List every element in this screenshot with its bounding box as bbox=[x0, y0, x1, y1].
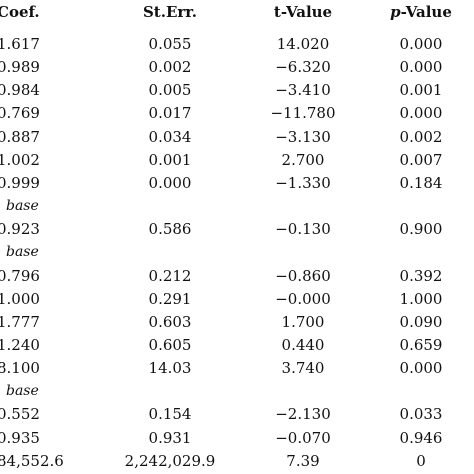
header-cell: t-Value bbox=[273, 3, 333, 21]
table-cell: 2,242,029.9 bbox=[124, 451, 216, 470]
table-cell: 0.000 bbox=[399, 359, 443, 378]
table-cell: 0.184 bbox=[399, 173, 443, 192]
table-cell: 0.000 bbox=[399, 35, 443, 53]
table-cell: 0.946 bbox=[399, 428, 443, 447]
table-cell: 0.017 bbox=[148, 104, 192, 123]
table-cell: −0.070 bbox=[275, 428, 331, 447]
table-cell: 0.887 bbox=[0, 127, 40, 146]
table-cell: 0.154 bbox=[148, 405, 192, 424]
table-cell: 0 bbox=[416, 451, 426, 470]
table-cell: 8.100 bbox=[0, 359, 40, 378]
table-cell: 1.777 bbox=[0, 312, 40, 331]
base-label: base bbox=[6, 244, 39, 261]
table-cell: 0.923 bbox=[0, 220, 40, 239]
table-cell: −1.330 bbox=[275, 173, 331, 192]
table-cell: 1.617 bbox=[0, 35, 40, 53]
table-cell: −0.860 bbox=[275, 266, 331, 285]
table-cell: 0.984 bbox=[0, 81, 40, 100]
table-cell: 3.740 bbox=[281, 359, 325, 378]
table-cell: 0.291 bbox=[148, 289, 192, 308]
table-cell: 0.002 bbox=[399, 127, 443, 146]
table-cell: 14.03 bbox=[148, 359, 192, 378]
table-cell: −11.780 bbox=[270, 104, 336, 123]
table-cell: 0.090 bbox=[399, 312, 443, 331]
table-cell: 0.000 bbox=[399, 104, 443, 123]
header-cell: St.Err. bbox=[142, 3, 198, 21]
table-cell: 0.605 bbox=[148, 335, 192, 354]
table-cell: 0.001 bbox=[399, 81, 443, 100]
table-cell: 1.240 bbox=[0, 335, 40, 354]
table-cell: 1.002 bbox=[0, 150, 40, 169]
base-label: base bbox=[6, 198, 39, 215]
table-cell: 0.000 bbox=[399, 58, 443, 77]
table-cell: 1.700 bbox=[281, 312, 325, 331]
table-cell: 0.659 bbox=[399, 335, 443, 354]
table-cell: −3.130 bbox=[275, 127, 331, 146]
table-cell: 14.020 bbox=[276, 35, 330, 53]
table-cell: −6.320 bbox=[275, 58, 331, 77]
table-cell: −2.130 bbox=[275, 405, 331, 424]
table-cell: 0.002 bbox=[148, 58, 192, 77]
table-cell: 1.000 bbox=[0, 289, 40, 308]
table-cell: 0.900 bbox=[399, 220, 443, 239]
header-text: -Value bbox=[400, 3, 452, 21]
table-cell: 84,552.6 bbox=[0, 451, 64, 470]
table-cell: −3.410 bbox=[275, 81, 331, 100]
header-cell: p-Value bbox=[390, 2, 452, 22]
table-cell: 0.007 bbox=[399, 150, 443, 169]
table-cell: 0.005 bbox=[148, 81, 192, 100]
table-cell: 0.055 bbox=[148, 35, 192, 53]
table-cell: 0.796 bbox=[0, 266, 40, 285]
table-cell: 0.769 bbox=[0, 104, 40, 123]
table-cell: 0.001 bbox=[148, 150, 192, 169]
table-cell: 0.000 bbox=[148, 173, 192, 192]
table-cell: 0.586 bbox=[148, 220, 192, 239]
header-cell: Coef. bbox=[0, 3, 40, 21]
table-cell: 0.989 bbox=[0, 58, 40, 77]
table-cell: 0.440 bbox=[281, 335, 325, 354]
table-cell: 0.931 bbox=[148, 428, 192, 447]
table-cell: −0.000 bbox=[275, 289, 331, 308]
table-cell: 0.392 bbox=[399, 266, 443, 285]
table-cell: 0.935 bbox=[0, 428, 40, 447]
table-cell: 0.033 bbox=[399, 405, 443, 424]
table-cell: 0.603 bbox=[148, 312, 192, 331]
table-cell: −0.130 bbox=[275, 220, 331, 239]
table-cell: 0.212 bbox=[148, 266, 192, 285]
table-cell: 0.999 bbox=[0, 173, 40, 192]
table-cell: 7.39 bbox=[286, 451, 320, 470]
base-label: base bbox=[6, 383, 39, 400]
table-cell: 1.000 bbox=[399, 289, 443, 308]
table-cell: 0.034 bbox=[148, 127, 192, 146]
table-cell: 2.700 bbox=[281, 150, 325, 169]
header-text: p bbox=[390, 3, 401, 21]
table-cell: 0.552 bbox=[0, 405, 40, 424]
